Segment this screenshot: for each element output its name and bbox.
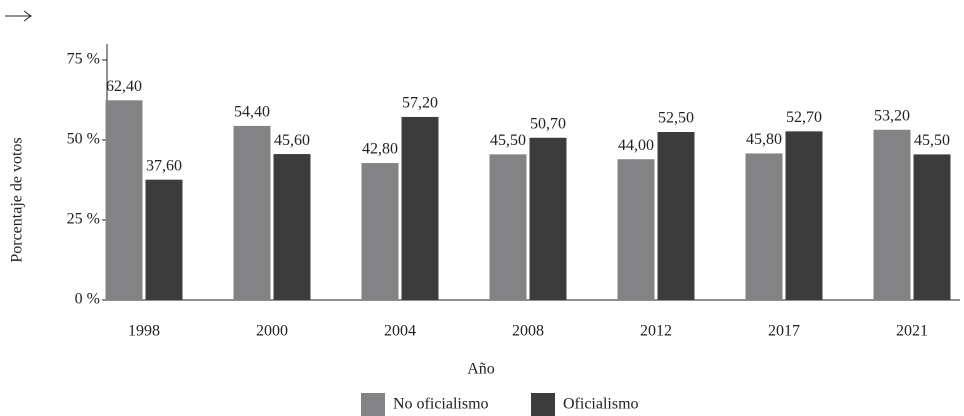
bar (913, 154, 951, 300)
bar (529, 137, 567, 300)
y-axis-label: Porcentaje de votos (9, 137, 26, 262)
value-label: 45,50 (490, 132, 526, 149)
arrow-icon (5, 10, 32, 22)
value-label: 37,60 (146, 157, 182, 174)
value-label: 44,00 (618, 137, 654, 154)
x-tick-label: 2021 (896, 323, 928, 340)
bar (873, 129, 911, 300)
bar (745, 153, 783, 300)
x-tick-label: 2008 (512, 323, 544, 340)
y-tick-label: 25 % (67, 211, 100, 228)
bar (233, 125, 271, 300)
bar (489, 154, 527, 300)
x-tick-label: 2000 (256, 323, 288, 340)
value-label: 52,50 (658, 110, 694, 127)
x-axis-label: Año (467, 361, 495, 378)
value-label: 57,20 (402, 95, 438, 112)
value-label: 45,80 (746, 131, 782, 148)
bar (617, 159, 655, 300)
legend-swatch (531, 393, 555, 416)
x-tick-label: 2012 (640, 323, 672, 340)
bar (657, 132, 695, 300)
bar (105, 100, 143, 300)
legend-label: No oficialismo (393, 396, 489, 413)
value-label: 53,20 (874, 107, 910, 124)
y-tick-label: 50 % (67, 131, 100, 148)
value-label: 45,50 (914, 132, 950, 149)
bar (361, 163, 399, 300)
legend-swatch (361, 393, 385, 416)
value-label: 50,70 (530, 115, 566, 132)
value-label: 54,40 (234, 104, 270, 121)
bar (145, 179, 183, 300)
value-label: 52,70 (786, 109, 822, 126)
value-label: 45,60 (274, 132, 310, 149)
y-tick-label: 0 % (75, 291, 100, 308)
x-tick-label: 2004 (384, 323, 416, 340)
legend-label: Oficialismo (563, 396, 639, 413)
x-tick-label: 1998 (128, 323, 160, 340)
bar (785, 131, 823, 300)
bar (401, 116, 439, 301)
x-tick-label: 2017 (768, 323, 800, 340)
bar (273, 154, 311, 300)
value-label: 42,80 (362, 141, 398, 158)
value-label: 62,40 (106, 78, 142, 95)
y-tick-label: 75 % (67, 51, 100, 68)
